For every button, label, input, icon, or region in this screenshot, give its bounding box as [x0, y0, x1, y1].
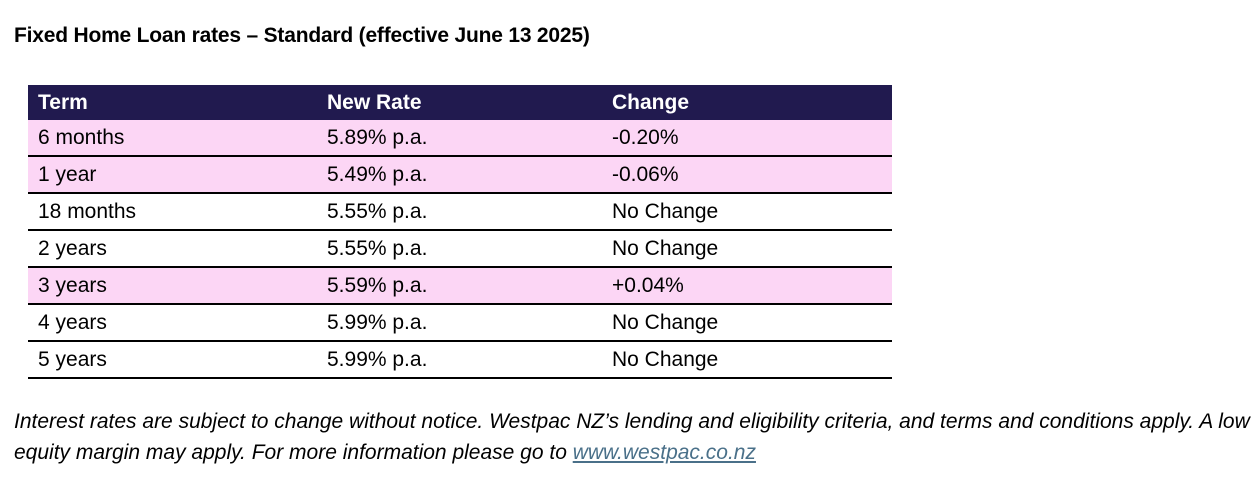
- change-cell: No Change: [602, 230, 892, 268]
- term-cell: 2 years: [28, 230, 317, 268]
- column-header-change: Change: [602, 85, 892, 120]
- change-cell: No Change: [602, 193, 892, 231]
- rate-cell: 5.99% p.a.: [317, 304, 602, 342]
- table-row: 18 months 5.55% p.a. No Change: [28, 193, 892, 231]
- term-cell: 5 years: [28, 341, 317, 379]
- term-cell: 3 years: [28, 267, 317, 305]
- rate-cell: 5.55% p.a.: [317, 193, 602, 231]
- disclaimer: Interest rates are subject to change wit…: [14, 406, 1250, 468]
- table-row: 4 years 5.99% p.a. No Change: [28, 304, 892, 342]
- table-header-row: Term New Rate Change: [28, 85, 892, 120]
- column-header-new-rate: New Rate: [317, 85, 602, 120]
- change-cell: No Change: [602, 304, 892, 342]
- term-cell: 4 years: [28, 304, 317, 342]
- term-cell: 6 months: [28, 120, 317, 157]
- change-cell: -0.20%: [602, 120, 892, 157]
- change-cell: -0.06%: [602, 156, 892, 194]
- rate-cell: 5.59% p.a.: [317, 267, 602, 305]
- change-cell: +0.04%: [602, 267, 892, 305]
- westpac-link[interactable]: www.westpac.co.nz: [572, 441, 756, 464]
- disclaimer-text: Interest rates are subject to change wit…: [14, 410, 1250, 464]
- change-cell: No Change: [602, 341, 892, 379]
- rates-table: Term New Rate Change 6 months 5.89% p.a. -…: [28, 85, 892, 379]
- page-title: Fixed Home Loan rates – Standard (effect…: [14, 24, 590, 47]
- term-cell: 18 months: [28, 193, 317, 231]
- rate-cell: 5.99% p.a.: [317, 341, 602, 379]
- rate-cell: 5.89% p.a.: [317, 120, 602, 157]
- term-cell: 1 year: [28, 156, 317, 194]
- rate-cell: 5.55% p.a.: [317, 230, 602, 268]
- table-row: 3 years 5.59% p.a. +0.04%: [28, 267, 892, 305]
- table-row: 1 year 5.49% p.a. -0.06%: [28, 156, 892, 194]
- rate-cell: 5.49% p.a.: [317, 156, 602, 194]
- table-row: 5 years 5.99% p.a. No Change: [28, 341, 892, 379]
- table-row: 2 years 5.55% p.a. No Change: [28, 230, 892, 268]
- column-header-term: Term: [28, 85, 317, 120]
- table-row: 6 months 5.89% p.a. -0.20%: [28, 120, 892, 157]
